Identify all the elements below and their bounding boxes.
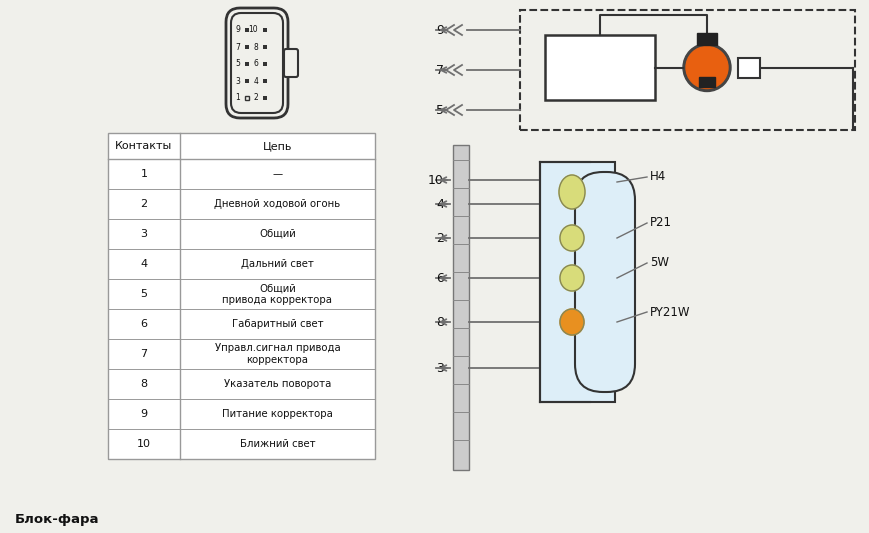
- Text: 10: 10: [249, 26, 258, 35]
- Bar: [245, 96, 249, 100]
- Bar: [453, 145, 469, 470]
- Bar: [262, 62, 268, 66]
- Text: 9: 9: [436, 23, 444, 36]
- Bar: [738, 58, 760, 77]
- FancyBboxPatch shape: [284, 49, 298, 77]
- Bar: [245, 28, 249, 33]
- Ellipse shape: [560, 309, 584, 335]
- Text: 4: 4: [253, 77, 258, 85]
- Text: P21: P21: [650, 216, 672, 230]
- Bar: [697, 33, 717, 44]
- Text: 4: 4: [141, 259, 148, 269]
- Text: 7: 7: [141, 349, 148, 359]
- Text: 8: 8: [436, 316, 444, 328]
- Text: Цепь: Цепь: [262, 141, 292, 151]
- Bar: [699, 77, 715, 86]
- Bar: [262, 96, 268, 100]
- Text: 10: 10: [428, 174, 444, 187]
- Text: 5W: 5W: [650, 256, 669, 270]
- Text: Общий
привода корректора: Общий привода корректора: [222, 283, 333, 305]
- Bar: [545, 35, 655, 100]
- Bar: [245, 45, 249, 49]
- Text: 4: 4: [436, 198, 444, 211]
- Text: Блок-фара: Блок-фара: [15, 513, 99, 527]
- Bar: [262, 28, 268, 33]
- Text: 6: 6: [141, 319, 148, 329]
- Text: Питание корректора: Питание корректора: [222, 409, 333, 419]
- Circle shape: [686, 46, 728, 88]
- Text: Управл.сигнал привода
корректора: Управл.сигнал привода корректора: [215, 343, 341, 365]
- Text: —: —: [273, 169, 282, 179]
- Text: Ближний свет: Ближний свет: [240, 439, 315, 449]
- Text: 7: 7: [436, 63, 444, 77]
- Bar: [245, 62, 249, 66]
- Bar: [262, 45, 268, 49]
- Text: 2: 2: [253, 93, 258, 102]
- Text: 2: 2: [436, 231, 444, 245]
- Text: Габаритный свет: Габаритный свет: [232, 319, 323, 329]
- FancyBboxPatch shape: [231, 13, 283, 113]
- Text: 3: 3: [235, 77, 240, 85]
- Text: Дневной ходовой огонь: Дневной ходовой огонь: [215, 199, 341, 209]
- Text: 5: 5: [235, 60, 240, 69]
- Text: H4: H4: [650, 171, 667, 183]
- Text: 2: 2: [141, 199, 148, 209]
- FancyBboxPatch shape: [575, 172, 635, 392]
- Ellipse shape: [560, 265, 584, 291]
- Text: 8: 8: [253, 43, 258, 52]
- Text: PY21W: PY21W: [650, 305, 691, 319]
- Bar: [520, 10, 855, 130]
- Text: 10: 10: [137, 439, 151, 449]
- Ellipse shape: [559, 175, 585, 209]
- Bar: [245, 79, 249, 83]
- FancyBboxPatch shape: [226, 8, 288, 118]
- Text: Общий: Общий: [259, 229, 295, 239]
- Text: 1: 1: [235, 93, 240, 102]
- Bar: [108, 133, 375, 459]
- Text: 3: 3: [436, 361, 444, 375]
- Bar: [108, 133, 375, 459]
- Text: 5: 5: [436, 103, 444, 117]
- Text: 7: 7: [235, 43, 240, 52]
- Circle shape: [683, 44, 731, 92]
- Text: Контакты: Контакты: [116, 141, 173, 151]
- Bar: [540, 162, 615, 402]
- Text: 8: 8: [141, 379, 148, 389]
- Text: 6: 6: [436, 271, 444, 285]
- Text: Дальний свет: Дальний свет: [241, 259, 314, 269]
- Text: 3: 3: [141, 229, 148, 239]
- Text: 6: 6: [253, 60, 258, 69]
- Text: 1: 1: [141, 169, 148, 179]
- Text: 9: 9: [141, 409, 148, 419]
- Text: Указатель поворота: Указатель поворота: [224, 379, 331, 389]
- Text: 5: 5: [141, 289, 148, 299]
- Text: 9: 9: [235, 26, 240, 35]
- Bar: [262, 79, 268, 83]
- Ellipse shape: [560, 225, 584, 251]
